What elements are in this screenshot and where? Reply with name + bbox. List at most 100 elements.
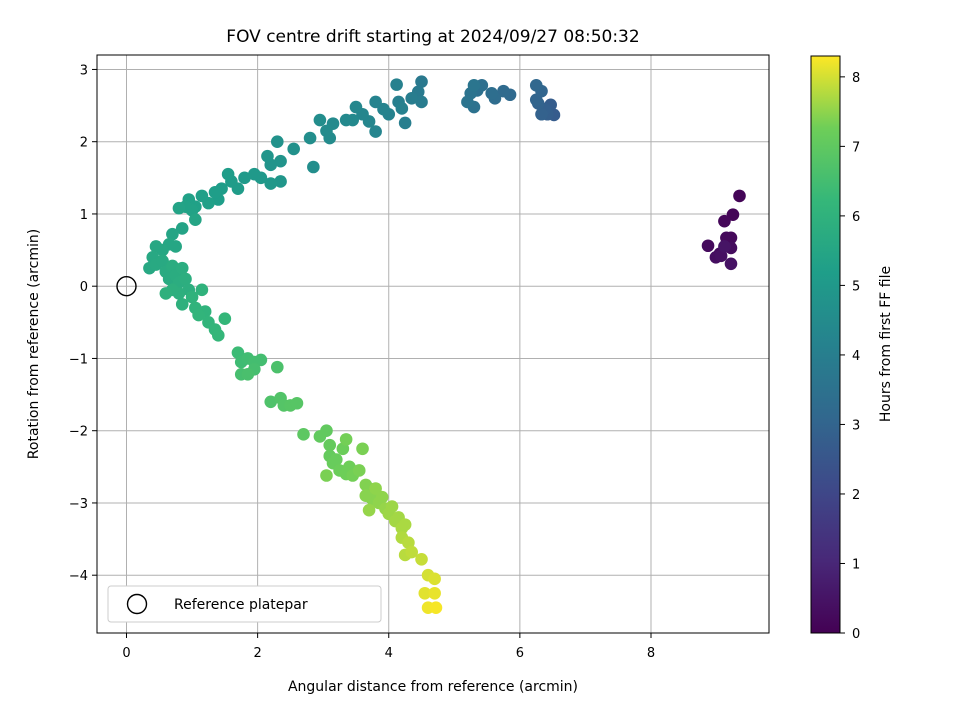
- data-point: [290, 396, 304, 410]
- colorbar-tick-label: 8: [852, 71, 860, 86]
- data-point: [339, 433, 353, 446]
- data-point: [241, 368, 255, 381]
- x-tick-label: 2: [253, 646, 261, 661]
- y-tick-label: 0: [80, 280, 88, 295]
- data-point: [320, 424, 333, 438]
- y-tick-label: 3: [80, 63, 88, 78]
- data-point: [192, 308, 205, 322]
- data-point: [329, 453, 343, 466]
- data-point: [398, 518, 412, 531]
- y-tick-label: 2: [80, 136, 88, 151]
- data-point: [264, 395, 278, 409]
- legend-marker-icon: [126, 593, 148, 615]
- grid-lines: [97, 55, 769, 633]
- data-point: [726, 208, 740, 221]
- data-point: [261, 149, 274, 163]
- colorbar-tick-label: 3: [852, 418, 860, 433]
- data-point: [339, 113, 353, 127]
- data-point: [166, 227, 179, 241]
- data-point: [274, 175, 287, 188]
- data-point: [303, 131, 317, 145]
- data-point: [395, 102, 409, 115]
- data-point: [369, 482, 382, 495]
- data-point: [405, 92, 418, 105]
- y-tick-label: 1: [80, 208, 88, 223]
- x-tick-label: 0: [122, 646, 130, 661]
- data-point: [221, 167, 235, 181]
- y-tick-label: −1: [69, 352, 88, 367]
- data-point: [175, 261, 189, 275]
- data-point: [323, 131, 337, 145]
- data-point: [323, 438, 337, 452]
- data-point: [195, 189, 209, 203]
- data-point: [415, 553, 428, 566]
- y-tick-label: −4: [69, 569, 88, 584]
- data-point: [149, 240, 163, 253]
- y-axis-ticks: −4 −3 −2 −1 0 1 2 3: [69, 63, 97, 584]
- data-point: [405, 545, 418, 559]
- data-point: [352, 464, 366, 477]
- data-point: [270, 360, 284, 374]
- legend: Reference platepar: [107, 585, 382, 623]
- chart-title: FOV centre drift starting at 2024/09/27 …: [226, 27, 639, 47]
- data-point: [248, 167, 261, 181]
- data-point: [313, 113, 327, 127]
- data-point: [270, 135, 284, 148]
- data-point: [428, 586, 441, 600]
- data-point: [175, 222, 189, 235]
- data-point: [320, 469, 333, 482]
- data-point: [369, 95, 382, 109]
- x-tick-label: 6: [516, 646, 524, 661]
- reference-point-marker: [116, 276, 137, 297]
- data-point: [398, 116, 412, 130]
- data-point: [428, 572, 441, 586]
- data-point: [362, 503, 376, 517]
- data-point: [733, 189, 746, 203]
- data-point: [172, 201, 186, 215]
- data-point: [356, 442, 369, 456]
- x-axis-ticks: 0 2 4 6 8: [122, 633, 655, 661]
- reference-marker: [116, 276, 137, 297]
- data-point: [415, 95, 428, 109]
- data-point: [467, 79, 481, 92]
- colorbar-tick-label: 7: [852, 140, 860, 155]
- legend-label: Reference platepar: [174, 597, 308, 613]
- colorbar-gradient: [810, 55, 841, 634]
- colorbar-tick-label: 4: [852, 349, 860, 364]
- data-point: [429, 601, 443, 615]
- data-point: [359, 489, 373, 503]
- x-tick-label: 4: [385, 646, 393, 661]
- colorbar-title: Hours from first FF file: [878, 266, 894, 422]
- data-point: [264, 177, 278, 190]
- data-point: [211, 329, 225, 342]
- data-point: [529, 79, 543, 92]
- data-point: [701, 239, 715, 253]
- data-point: [375, 490, 389, 504]
- data-point: [238, 171, 251, 185]
- data-point: [349, 100, 363, 114]
- colorbar-tick-label: 2: [852, 488, 860, 503]
- data-point: [254, 353, 268, 367]
- data-point: [724, 257, 738, 271]
- data-point: [390, 78, 403, 91]
- y-axis-title: Rotation from reference (arcmin): [26, 229, 42, 459]
- data-point: [175, 297, 189, 311]
- data-point: [369, 125, 382, 138]
- data-points: [143, 75, 746, 615]
- data-point: [415, 75, 428, 89]
- y-tick-label: −3: [69, 497, 88, 512]
- data-point: [208, 185, 222, 199]
- data-point: [307, 160, 320, 174]
- data-point: [159, 287, 173, 300]
- data-point: [195, 283, 209, 297]
- colorbar-tick-label: 0: [852, 627, 860, 642]
- data-point: [218, 312, 232, 326]
- colorbar: 0 1 2 3 4 5 6 7 8 Hours from first FF file: [810, 55, 894, 642]
- data-point: [461, 95, 474, 109]
- data-point: [485, 86, 498, 100]
- x-axis-title: Angular distance from reference (arcmin): [288, 679, 578, 695]
- data-point: [535, 107, 548, 121]
- data-point: [297, 428, 310, 441]
- data-point: [718, 214, 731, 228]
